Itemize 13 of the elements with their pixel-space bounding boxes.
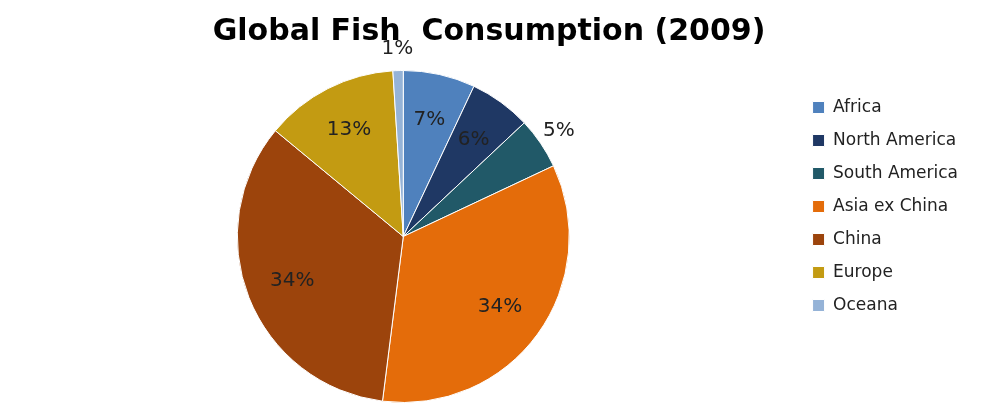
data-label: 13% — [326, 116, 372, 141]
legend-label: Asia ex China — [833, 194, 949, 215]
legend-label: Africa — [833, 95, 882, 116]
data-label: 34% — [269, 266, 315, 291]
data-label: 6% — [457, 126, 490, 151]
legend-label: Europe — [833, 260, 893, 281]
data-label: 5% — [542, 117, 575, 142]
data-label: 7% — [413, 106, 446, 131]
legend-label: North America — [833, 128, 957, 149]
legend-label: South America — [833, 161, 958, 182]
legend-label: China — [833, 227, 882, 248]
data-label: 34% — [477, 292, 523, 317]
legend-label: Oceana — [833, 293, 898, 314]
